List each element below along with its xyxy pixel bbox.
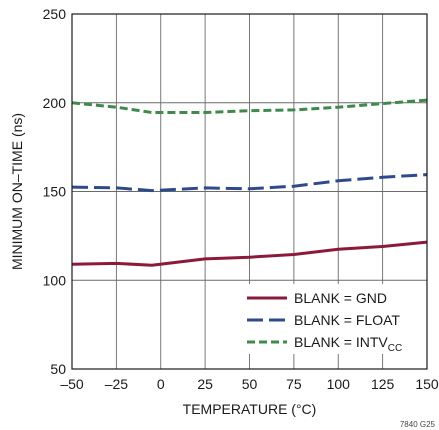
x-tick-label: 75 [286,376,302,392]
series-line-1 [71,240,428,267]
legend-label-2: BLANK = FLOAT [294,312,400,328]
x-tick-label: 25 [197,376,213,392]
plot-frame [71,13,428,370]
legend-label-main: BLANK = INTV [294,334,388,350]
x-tick-label: 0 [157,376,165,392]
y-tick-label: 100 [43,272,67,288]
figure-id: 7840 G25 [400,420,436,429]
x-tick-label: 125 [371,376,395,392]
x-tick-label: –50 [60,376,84,392]
legend-label-subscript: CC [388,343,402,354]
x-tick-labels: –50 –25 0 25 50 75 100 125 150 [60,376,439,392]
x-tick-label: 50 [242,376,258,392]
y-tick-label: 150 [43,184,67,200]
y-tick-label: 250 [43,6,67,22]
series-line-2 [71,173,428,193]
x-axis-title: TEMPERATURE (°C) [183,401,317,417]
grid [72,14,427,369]
legend-label-main: BLANK = FLOAT [294,312,400,328]
legend-label-main: BLANK = GND [294,290,387,306]
legend-label-3: BLANK = INTVCC [294,334,402,354]
legend: BLANK = GND BLANK = FLOAT BLANK = INTVCC [240,284,426,354]
y-tick-label: 50 [50,361,66,377]
legend-label-1: BLANK = GND [294,290,387,306]
x-tick-label: –25 [105,376,129,392]
y-tick-label: 200 [43,95,67,111]
y-axis-title: MINIMUM ON–TIME (ns) [9,113,25,270]
x-tick-label: 100 [327,376,351,392]
x-tick-label: 150 [415,376,439,392]
y-tick-labels: 50 100 150 200 250 [43,6,67,377]
series-group [71,98,428,267]
